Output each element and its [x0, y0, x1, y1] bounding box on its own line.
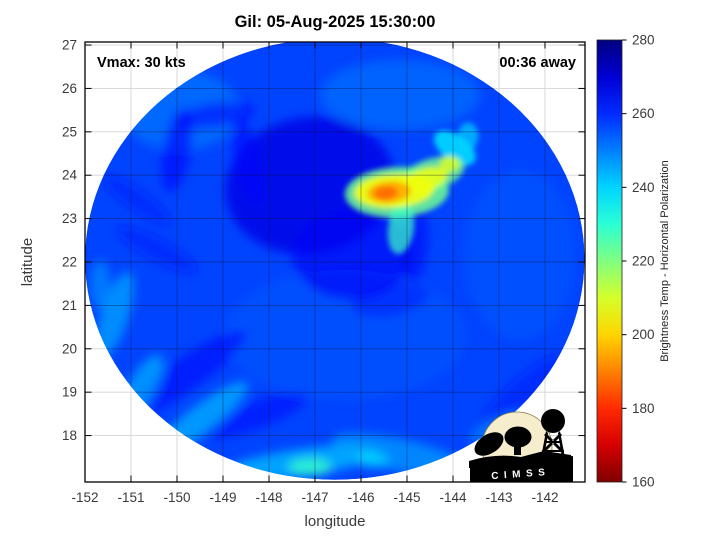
dark-hook-right — [231, 115, 262, 205]
dark-streak-w2 — [117, 226, 198, 274]
colorbar-tick-label: 260 — [632, 106, 655, 121]
colorbar-tick-label: 280 — [632, 33, 655, 48]
y-tick-label: 21 — [62, 298, 77, 313]
hotspot-yellow-arm — [405, 166, 449, 191]
dark-hook-left — [161, 108, 193, 192]
colorbar: 280 260 240 220 200 180 160 Brightness Temp - … — [596, 33, 671, 490]
y-tick-label: 18 — [62, 428, 77, 443]
y-axis-label: latitude — [19, 238, 36, 286]
satellite-dish-icon — [504, 426, 532, 448]
dark-arc-se — [481, 352, 569, 428]
y-tick-label: 20 — [62, 341, 77, 356]
figure-title: Gil: 05-Aug-2025 15:30:00 — [235, 13, 436, 31]
cimss-logo: CIMSS — [469, 409, 573, 483]
cyan-spot-s — [356, 452, 390, 468]
x-tick-label: -146 — [347, 490, 374, 505]
tb-mottling — [90, 59, 576, 480]
x-axis-label: longitude — [305, 513, 366, 530]
vmax-annotation: Vmax: 30 kts — [97, 55, 186, 71]
cyan-edge-w1 — [95, 271, 135, 359]
x-tick-label: -148 — [255, 490, 282, 505]
colorbar-tick-label: 200 — [632, 327, 655, 342]
hotspot-cyan-fringe — [433, 130, 476, 166]
hotspot-yellow-knob — [439, 156, 460, 172]
bright-patch-n — [320, 59, 481, 131]
colorbar-gradient — [596, 39, 623, 483]
bright-patch-e — [464, 170, 576, 341]
y-tick-label: 25 — [62, 124, 77, 139]
colorbar-tick-marks — [622, 39, 627, 483]
hotspot-cyan-curl — [458, 122, 479, 151]
colorbar-tick-label: 240 — [632, 180, 655, 195]
y-tick-label: 26 — [62, 81, 77, 96]
colorbar-tick-label: 160 — [632, 475, 655, 490]
dark-band-sw1 — [122, 329, 247, 420]
dark-core-mass-2 — [291, 209, 412, 301]
colorbar-tick-label: 180 — [632, 401, 655, 416]
colorbar-label: Brightness Temp - Horizontal Polarizatio… — [659, 160, 671, 362]
y-tick-label: 22 — [62, 255, 77, 270]
hotspot-core — [373, 186, 398, 201]
green-spot-s — [287, 457, 333, 476]
logo-banner — [470, 456, 573, 482]
y-axis-tick-labels: 18 19 20 21 22 23 24 25 26 27 — [62, 38, 78, 444]
dark-band-sw2 — [203, 392, 308, 439]
y-tick-label: 24 — [62, 168, 78, 183]
colorbar-tick-labels: 280 260 240 220 200 180 160 — [632, 33, 655, 490]
x-tick-label: -143 — [485, 490, 512, 505]
dark-patch-s — [350, 282, 430, 318]
logo-banner-text: CIMSS — [491, 467, 551, 482]
y-tick-label: 27 — [62, 38, 77, 53]
x-tick-label: -145 — [393, 490, 420, 505]
axis-tick-marks — [84, 42, 585, 482]
satellite-dish-icon — [474, 432, 504, 456]
x-tick-label: -150 — [163, 490, 190, 505]
time-away-annotation: 00:36 away — [499, 55, 576, 71]
y-tick-label: 23 — [62, 211, 77, 226]
x-tick-label: -142 — [531, 490, 558, 505]
plot-area — [85, 42, 585, 480]
x-axis-tick-labels: -152 -151 -150 -149 -148 -147 -146 -145 -144 -143… — [71, 490, 558, 505]
convection-hotspot — [344, 122, 479, 254]
grid-lines-over-data — [85, 42, 585, 480]
cyan-edge-w3 — [90, 259, 111, 311]
colorbar-tick-label: 220 — [632, 254, 655, 269]
x-tick-label: -151 — [117, 490, 144, 505]
hotspot-green-tail — [387, 202, 415, 254]
y-tick-label: 19 — [62, 385, 77, 400]
dark-streak-w1 — [103, 175, 171, 225]
x-tick-label: -152 — [71, 490, 98, 505]
water-tower-tank-icon — [541, 409, 565, 433]
x-tick-label: -149 — [209, 490, 236, 505]
x-tick-label: -144 — [439, 490, 467, 505]
x-tick-label: -147 — [301, 490, 328, 505]
